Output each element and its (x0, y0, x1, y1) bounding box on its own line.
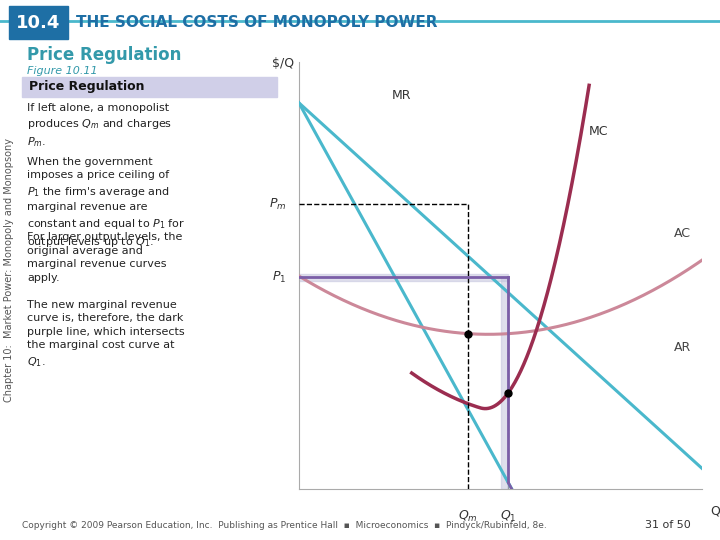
Text: Price Regulation: Price Regulation (27, 46, 181, 64)
Text: THE SOCIAL COSTS OF MONOPOLY POWER: THE SOCIAL COSTS OF MONOPOLY POWER (76, 15, 437, 30)
Text: MR: MR (392, 89, 411, 102)
Text: $/Q: $/Q (271, 57, 294, 70)
Text: The new marginal revenue
curve is, therefore, the dark
purple line, which inters: The new marginal revenue curve is, there… (27, 300, 185, 369)
Text: MC: MC (589, 125, 608, 138)
Bar (501, 278, 508, 489)
Text: When the government
imposes a price ceiling of
$P_1$ the firm's average and
marg: When the government imposes a price ceil… (27, 157, 186, 249)
Text: Price Regulation: Price Regulation (29, 80, 144, 93)
Bar (299, 274, 508, 281)
Text: For larger output levels, the
original average and
marginal revenue curves
apply: For larger output levels, the original a… (27, 232, 183, 283)
Text: 10.4: 10.4 (16, 14, 60, 32)
Text: If left alone, a monopolist
produces $Q_m$ and charges
$P_m$.: If left alone, a monopolist produces $Q_… (27, 103, 173, 150)
Text: $Q_m$: $Q_m$ (458, 509, 478, 524)
Text: Copyright © 2009 Pearson Education, Inc.  Publishing as Prentice Hall  ▪  Microe: Copyright © 2009 Pearson Education, Inc.… (22, 521, 546, 530)
Text: AR: AR (674, 341, 691, 354)
Text: $P_1$: $P_1$ (272, 270, 287, 285)
Text: Quantity: Quantity (710, 505, 720, 518)
Text: $P_m$: $P_m$ (269, 197, 287, 212)
Text: AC: AC (674, 227, 690, 240)
Text: $Q_1$: $Q_1$ (500, 509, 517, 524)
Text: 31 of 50: 31 of 50 (645, 520, 691, 530)
Text: Chapter 10:  Market Power: Monopoly and Monopsony: Chapter 10: Market Power: Monopoly and M… (4, 138, 14, 402)
Text: Figure 10.11: Figure 10.11 (27, 66, 98, 76)
